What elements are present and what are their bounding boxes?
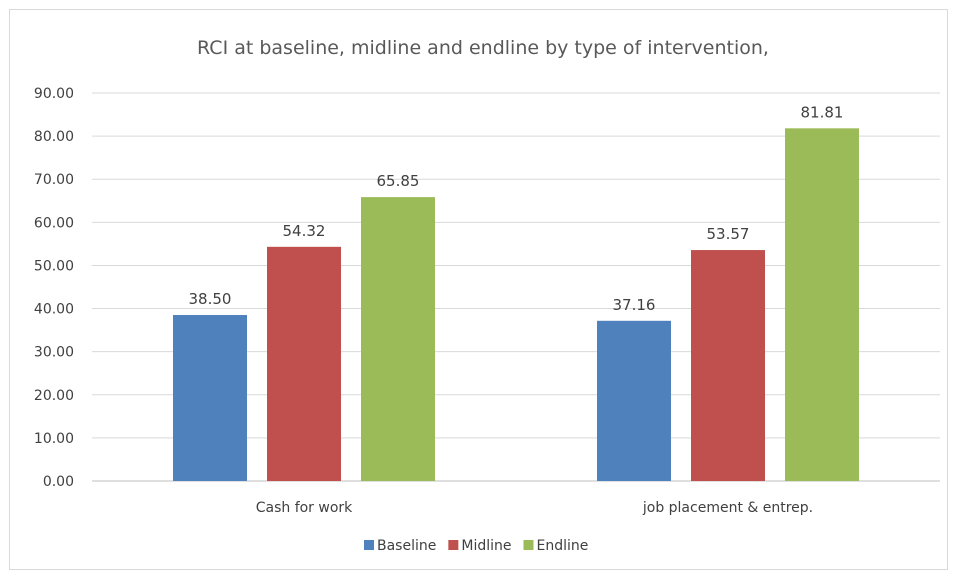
data-label: 81.81: [801, 103, 844, 121]
x-category-label: Cash for work: [256, 500, 353, 516]
y-tick-label: 50.00: [34, 258, 74, 274]
bars: [173, 128, 859, 482]
chart-title: RCI at baseline, midline and endline by …: [197, 37, 769, 59]
legend-swatch-endline: [523, 540, 534, 550]
y-tick-label: 30.00: [34, 345, 74, 361]
legend-label-endline: Endline: [536, 538, 588, 554]
bar-baseline-0: [173, 315, 247, 481]
y-tick-label: 90.00: [34, 86, 74, 102]
legend-label-midline: Midline: [461, 538, 511, 554]
y-tick-label: 10.00: [34, 431, 74, 447]
data-label: 54.32: [283, 222, 326, 240]
y-tick-label: 70.00: [34, 172, 74, 188]
legend-label-baseline: Baseline: [377, 538, 436, 554]
data-label: 53.57: [707, 225, 750, 243]
y-tick-label: 80.00: [34, 129, 74, 145]
bar-endline-0: [361, 197, 435, 481]
legend: Baseline Midline Endline: [364, 538, 588, 554]
data-label: 37.16: [613, 296, 656, 314]
data-label: 65.85: [377, 172, 420, 190]
bar-midline-1: [691, 250, 765, 481]
bar-endline-1: [785, 128, 859, 482]
y-tick-label: 20.00: [34, 388, 74, 404]
y-axis: 0.00 10.00 20.00 30.00 40.00 50.00 60.00 70.00 8…: [34, 86, 74, 490]
legend-swatch-midline: [448, 540, 459, 550]
y-tick-label: 60.00: [34, 215, 74, 231]
legend-swatch-baseline: [364, 540, 374, 550]
x-axis: Cash for work job placement & entrep.: [256, 500, 813, 516]
y-tick-label: 40.00: [34, 302, 74, 318]
data-label: 38.50: [189, 290, 232, 308]
x-category-label: job placement & entrep.: [642, 500, 813, 516]
bar-baseline-1: [597, 320, 671, 481]
bar-midline-0: [267, 246, 341, 481]
data-labels: 38.50 54.32 65.85 37.16 53.57 81.81: [189, 103, 844, 313]
y-tick-label: 0.00: [43, 474, 74, 490]
